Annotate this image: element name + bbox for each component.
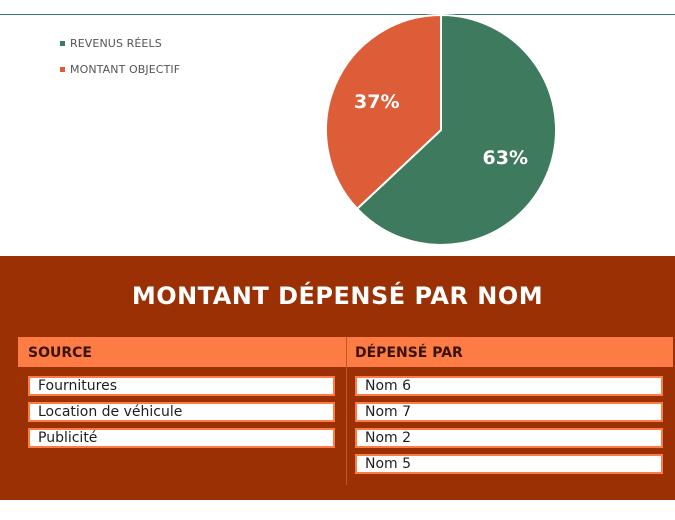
spent-by-cell[interactable]: Nom 7 — [355, 402, 663, 422]
pie-slice — [355, 13, 557, 246]
legend-item-montant-objectif: MONTANT OBJECTIF — [60, 56, 180, 82]
panel-title: MONTANT DÉPENSÉ PAR NOM — [131, 282, 544, 310]
legend-swatch-montant-objectif — [60, 66, 65, 72]
legend-label: REVENUS RÉELS — [70, 36, 162, 50]
pie-slice — [325, 13, 442, 211]
legend-label: MONTANT OBJECTIF — [70, 62, 181, 76]
table-header-bar — [18, 337, 673, 367]
spent-by-cell[interactable]: Nom 5 — [355, 454, 663, 474]
legend-item-revenus-reels: REVENUS RÉELS — [60, 30, 180, 56]
pie-slice-label: 63% — [483, 147, 528, 169]
column-divider — [346, 337, 347, 485]
source-cell[interactable]: Publicité — [28, 428, 335, 448]
legend-swatch-revenus-reels — [60, 40, 65, 46]
pie-chart: 63% 37% — [325, 13, 557, 246]
source-cell[interactable]: Location de véhicule — [28, 402, 335, 422]
chart-legend: REVENUS RÉELS MONTANT OBJECTIF — [60, 30, 180, 82]
source-column-header: SOURCE — [28, 345, 92, 361]
pie-slice-label: 37% — [354, 91, 399, 113]
top-divider — [0, 14, 675, 15]
source-cell[interactable]: Fournitures — [28, 376, 335, 396]
spent-by-column-header: DÉPENSÉ PAR — [355, 345, 463, 361]
spent-by-cell[interactable]: Nom 6 — [355, 376, 663, 396]
spent-by-cell[interactable]: Nom 2 — [355, 428, 663, 448]
